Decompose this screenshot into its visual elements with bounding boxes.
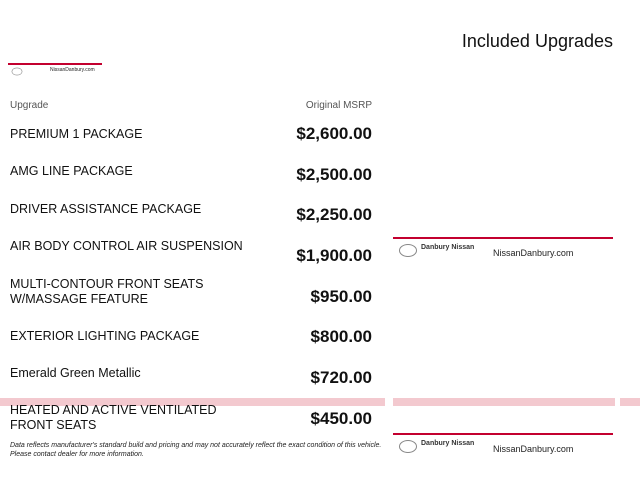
- upgrade-name: MULTI-CONTOUR FRONT SEATS W/MASSAGE FEATU…: [10, 277, 204, 306]
- upgrade-name: AIR BODY CONTROL AIR SUSPENSION: [10, 239, 243, 254]
- dealer-logo: NissanDanbury.com: [8, 63, 102, 89]
- name-line: AMG LINE PACKAGE: [10, 164, 133, 178]
- logo-name: Danbury Nissan: [421, 244, 475, 251]
- upgrade-name: EXTERIOR LIGHTING PACKAGE: [10, 329, 199, 344]
- upgrade-name: HEATED AND ACTIVE VENTILATED FRONT SEATS: [10, 403, 217, 432]
- disclaimer: Data reflects manufacturer's standard bu…: [10, 441, 381, 459]
- name-line: W/MASSAGE FEATURE: [10, 291, 148, 306]
- dealer-logo: Danbury Nissan NissanDanbury.com: [393, 433, 613, 459]
- column-header: Upgrade: [10, 100, 49, 111]
- upgrade-name: Emerald Green Metallic: [10, 366, 141, 381]
- logo-site: NissanDanbury.com: [493, 444, 574, 454]
- disclaimer-line: Data reflects manufacturer's standard bu…: [10, 442, 382, 449]
- logo-name: Danbury Nissan: [421, 440, 475, 447]
- disclaimer-line: Please contact dealer for more informati…: [10, 451, 144, 458]
- name-line: Emerald Green Metallic: [10, 366, 141, 380]
- upgrade-name: AMG LINE PACKAGE: [10, 164, 133, 179]
- name-line: EXTERIOR LIGHTING PACKAGE: [10, 329, 200, 343]
- logo-site: NissanDanbury.com: [50, 67, 95, 73]
- name-line: AIR BODY CONTROL AIR SUSPENSION: [10, 239, 243, 253]
- upgrade-price: $1,900.00: [296, 246, 372, 265]
- dealer-logo: Danbury Nissan NissanDanbury.com: [393, 237, 613, 263]
- divider-band: [0, 398, 385, 406]
- name-line: PREMIUM 1 PACKAGE: [10, 127, 143, 141]
- upgrade-price: $2,600.00: [296, 124, 372, 143]
- name-line: MULTI-CONTOUR FRONT SEATS: [10, 277, 204, 291]
- logo-emblem: [399, 244, 417, 257]
- name-line: FRONT SEATS: [10, 417, 97, 432]
- upgrade-price: $950.00: [310, 287, 372, 306]
- upgrade-price: $800.00: [310, 327, 372, 346]
- logo-emblem: [11, 67, 23, 76]
- upgrade-price: $2,500.00: [296, 165, 372, 184]
- upgrade-price: $720.00: [310, 368, 372, 387]
- upgrade-name: PREMIUM 1 PACKAGE: [10, 127, 142, 142]
- column-header: Original MSRP: [305, 100, 372, 111]
- logo-site: NissanDanbury.com: [493, 248, 574, 258]
- upgrade-name: DRIVER ASSISTANCE PACKAGE: [10, 202, 201, 217]
- upgrade-price: $450.00: [310, 409, 372, 428]
- name-line: HEATED AND ACTIVE VENTILATED: [10, 403, 217, 417]
- name-line: DRIVER ASSISTANCE PACKAGE: [10, 202, 202, 216]
- divider-band: [620, 398, 640, 406]
- page-title: Included Upgrades: [461, 31, 613, 51]
- divider-band: [393, 398, 615, 406]
- upgrade-price: $2,250.00: [296, 205, 372, 224]
- logo-emblem: [399, 440, 417, 453]
